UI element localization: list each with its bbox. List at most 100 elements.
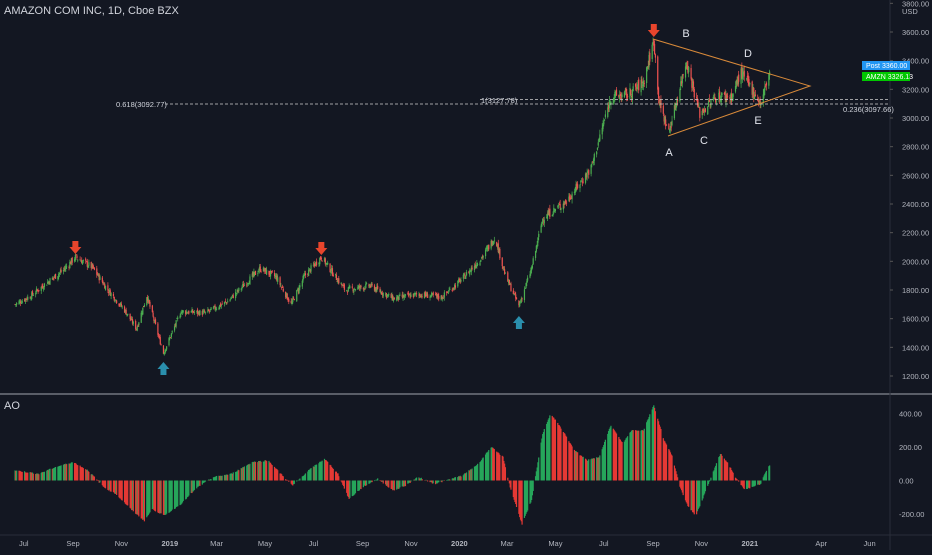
wave-label: C	[700, 135, 708, 147]
candle-body	[499, 249, 500, 258]
candle-body	[524, 289, 525, 300]
candle-body	[176, 320, 177, 326]
candle-body	[66, 266, 67, 267]
candle-body	[188, 311, 189, 313]
x-tick-label: Nov	[115, 539, 129, 548]
candle-body	[366, 283, 367, 284]
buy-signal-arrow	[513, 316, 525, 329]
candle-body	[652, 45, 653, 59]
candle-body	[698, 106, 699, 107]
candle-body	[479, 262, 480, 265]
candle-body	[552, 215, 553, 216]
ao-tick-label: 400.00	[899, 410, 922, 419]
candle-body	[205, 312, 206, 313]
candle-body	[416, 293, 417, 294]
ao-bar	[283, 476, 284, 480]
ao-bar	[255, 462, 256, 481]
candle-body	[525, 283, 526, 288]
candle-body	[713, 97, 714, 101]
candle-body	[338, 278, 339, 283]
candle-body	[604, 119, 605, 120]
candle-body	[203, 311, 204, 312]
sell-signal-arrow	[648, 24, 660, 37]
ao-bar	[288, 481, 289, 482]
candle-body	[471, 268, 472, 270]
ao-bar	[483, 457, 484, 480]
candle-body	[370, 286, 371, 288]
candle-body	[279, 277, 280, 285]
candle-body	[310, 265, 311, 271]
candle-body	[344, 284, 345, 289]
candle-body	[177, 317, 178, 318]
candle-body	[216, 309, 217, 310]
candle-body	[122, 307, 123, 308]
candle-body	[294, 299, 295, 300]
candle-body	[44, 284, 45, 287]
candle-body	[53, 277, 54, 278]
ao-bar	[155, 481, 156, 512]
candle-body	[274, 273, 275, 276]
ao-bar	[716, 463, 717, 480]
candle-body	[537, 237, 538, 242]
candle-body	[560, 208, 561, 210]
ao-bar	[466, 472, 467, 480]
ao-bar	[583, 457, 584, 481]
candle-body	[427, 294, 428, 298]
x-tick-label: Jul	[309, 539, 319, 548]
ao-bar	[116, 481, 117, 495]
candle-body	[466, 272, 467, 275]
candle-body	[493, 241, 494, 244]
candle-body	[57, 276, 58, 279]
candle-body	[321, 258, 322, 260]
candle-body	[58, 274, 59, 277]
ao-bar	[410, 481, 411, 482]
candle-body	[483, 256, 484, 258]
ao-bar	[460, 476, 461, 480]
ao-bar	[433, 481, 434, 484]
ao-bar	[616, 434, 617, 481]
candle-body	[638, 79, 639, 90]
candle-body	[72, 258, 73, 263]
x-tick-label: Sep	[646, 539, 659, 548]
candle-body	[316, 262, 317, 266]
ao-bar	[709, 481, 710, 482]
candle-body	[33, 295, 34, 296]
candle-body	[257, 273, 258, 274]
candle-body	[160, 337, 161, 344]
candle-body	[621, 95, 622, 98]
candle-body	[347, 292, 348, 293]
candle-body	[764, 86, 765, 90]
candle-body	[153, 317, 154, 321]
candle-body	[431, 293, 432, 296]
ao-bar	[344, 481, 345, 489]
ao-bar	[366, 481, 367, 486]
candle-body	[383, 293, 384, 297]
ao-bar	[544, 429, 545, 480]
candle-body	[255, 271, 256, 275]
candle-body	[221, 305, 222, 306]
candle-body	[537, 245, 538, 248]
x-tick-label: Jul	[599, 539, 609, 548]
candle-body	[27, 297, 28, 300]
candle-body	[614, 98, 615, 100]
ao-bar	[766, 471, 767, 481]
candle-body	[171, 333, 172, 336]
candle-body	[43, 288, 44, 289]
candle-body	[76, 256, 77, 258]
candle-body	[22, 301, 23, 303]
candle-body	[502, 266, 503, 267]
x-tick-label: Nov	[695, 539, 709, 548]
candle-body	[560, 204, 561, 208]
candle-body	[222, 303, 223, 304]
candle-body	[114, 297, 115, 301]
ao-bar	[322, 461, 323, 481]
ao-bar	[727, 462, 728, 480]
candle-body	[214, 305, 215, 309]
ao-bar	[310, 468, 311, 480]
candle-body	[599, 134, 600, 140]
candle-body	[693, 81, 694, 89]
ao-bar	[749, 481, 750, 489]
candle-body	[160, 345, 161, 346]
candle-body	[130, 314, 131, 319]
ao-bar	[588, 459, 589, 480]
